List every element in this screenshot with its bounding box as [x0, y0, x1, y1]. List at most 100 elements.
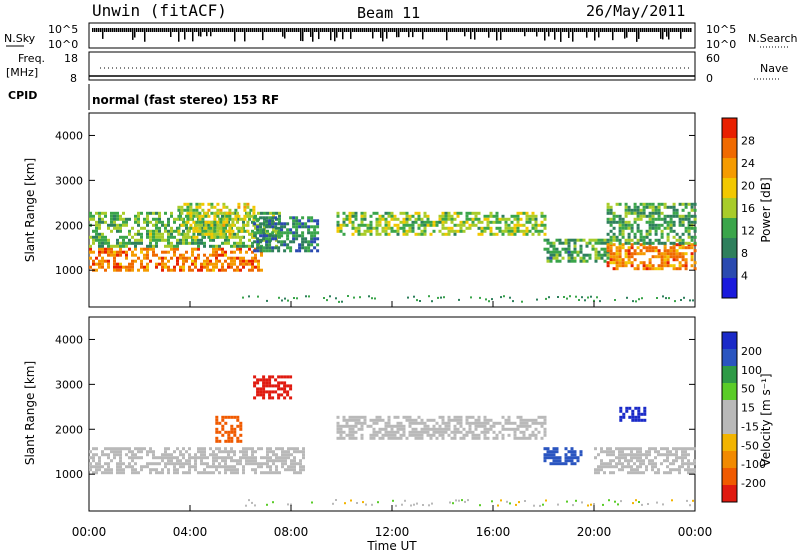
ground-scatter-cell [443, 296, 445, 299]
data-cell [92, 250, 95, 254]
data-cell [280, 231, 284, 235]
data-cell [204, 232, 208, 236]
data-cell [549, 244, 553, 248]
data-cell [480, 424, 484, 428]
data-cell [612, 459, 615, 463]
data-cell [280, 387, 284, 391]
data-cell [372, 430, 376, 434]
ground-scatter-cell [332, 502, 334, 505]
data-cell [507, 427, 511, 431]
data-cell [239, 244, 242, 248]
data-cell [146, 253, 149, 257]
data-cell [411, 220, 415, 224]
data-cell [597, 468, 600, 472]
data-cell [158, 471, 161, 475]
data-cell [107, 262, 110, 266]
data-cell [675, 238, 679, 242]
data-cell [654, 246, 658, 250]
data-cell [459, 421, 463, 425]
data-cell [387, 415, 391, 419]
data-cell [417, 223, 421, 227]
data-cell [603, 259, 607, 263]
nsky-bar [190, 28, 192, 32]
data-cell [492, 430, 496, 434]
data-cell [107, 247, 110, 251]
data-cell [423, 232, 427, 236]
data-cell [522, 211, 526, 215]
data-cell [570, 459, 574, 463]
cpid-text: normal (fast stereo) 153 RF [92, 93, 279, 107]
data-cell [236, 436, 240, 440]
nsky-bar [140, 28, 142, 32]
data-cell [275, 459, 278, 463]
data-cell [444, 232, 448, 236]
data-cell [474, 427, 478, 431]
data-cell [236, 459, 239, 463]
data-cell [648, 223, 652, 227]
data-cell [372, 433, 376, 437]
data-cell [256, 225, 260, 229]
data-cell [98, 238, 101, 242]
data-cell [555, 238, 559, 242]
colorbar-swatch [722, 417, 737, 435]
data-cell [519, 229, 523, 233]
data-cell [89, 217, 92, 221]
data-cell [405, 217, 409, 221]
data-cell [507, 229, 511, 233]
data-cell [277, 246, 281, 250]
data-cell [606, 462, 609, 466]
data-cell [161, 456, 164, 460]
data-cell [95, 262, 98, 266]
data-cell [669, 462, 672, 466]
data-cell [251, 256, 254, 260]
nave-tick-bottom: 0 [706, 72, 713, 85]
nsky-bar [650, 28, 652, 32]
nsky-bar [546, 28, 548, 32]
data-cell [89, 250, 92, 254]
data-cell [369, 229, 373, 233]
data-cell [648, 258, 652, 262]
data-cell [284, 453, 287, 457]
data-cell [251, 214, 254, 218]
data-cell [537, 430, 541, 434]
data-cell [221, 450, 224, 454]
data-cell [651, 241, 655, 245]
data-cell [149, 238, 152, 242]
ground-scatter-cell [545, 499, 547, 502]
data-cell [393, 415, 397, 419]
data-cell [192, 232, 196, 236]
data-cell [486, 430, 490, 434]
data-cell [278, 214, 281, 218]
data-cell [447, 226, 451, 230]
data-cell [200, 450, 203, 454]
data-cell [606, 220, 610, 224]
data-cell [104, 235, 107, 239]
data-cell [293, 459, 296, 463]
data-cell [510, 220, 514, 224]
data-cell [351, 427, 355, 431]
data-cell [203, 259, 206, 263]
data-cell [630, 229, 634, 233]
data-cell [567, 256, 571, 260]
data-cell [113, 256, 116, 260]
data-cell [167, 238, 170, 242]
nsky-bar [94, 28, 96, 32]
data-cell [444, 430, 448, 434]
data-cell [278, 447, 281, 451]
data-cell [477, 226, 481, 230]
data-cell [188, 459, 191, 463]
data-cell [268, 225, 272, 229]
data-cell [555, 256, 559, 260]
data-cell [663, 264, 667, 268]
data-cell [149, 259, 152, 263]
data-cell [393, 433, 397, 437]
data-cell [387, 226, 391, 230]
data-cell [465, 421, 469, 425]
data-cell [179, 268, 182, 272]
data-cell [690, 447, 693, 451]
data-cell [122, 447, 125, 451]
data-cell [239, 456, 242, 460]
data-cell [630, 264, 634, 268]
data-cell [248, 217, 251, 221]
data-cell [125, 235, 128, 239]
